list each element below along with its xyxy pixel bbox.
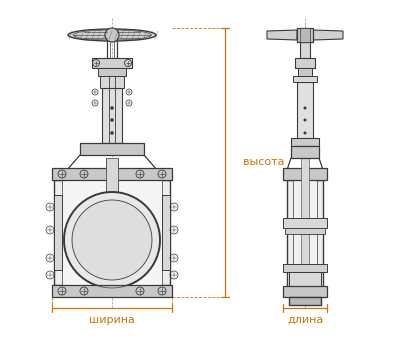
Bar [285, 228, 325, 234]
Bar [297, 82, 313, 142]
Bar [162, 195, 170, 270]
Ellipse shape [68, 29, 156, 41]
Bar [98, 68, 126, 76]
Bar [300, 28, 310, 42]
Circle shape [64, 192, 160, 288]
Bar [289, 272, 321, 286]
Bar [283, 168, 327, 180]
Bar [52, 168, 172, 180]
Bar [297, 28, 313, 42]
Bar [283, 218, 327, 228]
Circle shape [304, 131, 306, 135]
Bar [106, 158, 118, 285]
Bar [291, 138, 319, 146]
Circle shape [105, 28, 119, 42]
Circle shape [72, 200, 152, 280]
Bar [291, 146, 319, 158]
Bar [283, 286, 327, 297]
Text: ширина: ширина [89, 315, 135, 325]
Bar [100, 76, 124, 88]
Bar [92, 58, 132, 68]
Bar [300, 42, 310, 58]
Bar [52, 285, 172, 297]
Circle shape [304, 107, 306, 109]
Polygon shape [267, 30, 297, 40]
Circle shape [110, 131, 114, 135]
Bar [287, 180, 323, 288]
Bar [293, 180, 317, 288]
Bar [301, 158, 309, 288]
Bar [283, 264, 327, 272]
Circle shape [304, 118, 306, 121]
Circle shape [110, 106, 114, 110]
Bar [62, 180, 162, 285]
Bar [293, 76, 317, 82]
Bar [295, 58, 315, 68]
Bar [298, 68, 312, 76]
Bar [289, 297, 321, 305]
Bar [102, 88, 122, 143]
Circle shape [110, 118, 114, 122]
Bar [54, 180, 170, 285]
Bar [80, 143, 144, 155]
Ellipse shape [73, 30, 151, 40]
Text: длина: длина [287, 315, 323, 325]
Bar [54, 195, 62, 270]
Text: высота: высота [243, 157, 284, 167]
Polygon shape [313, 30, 343, 40]
